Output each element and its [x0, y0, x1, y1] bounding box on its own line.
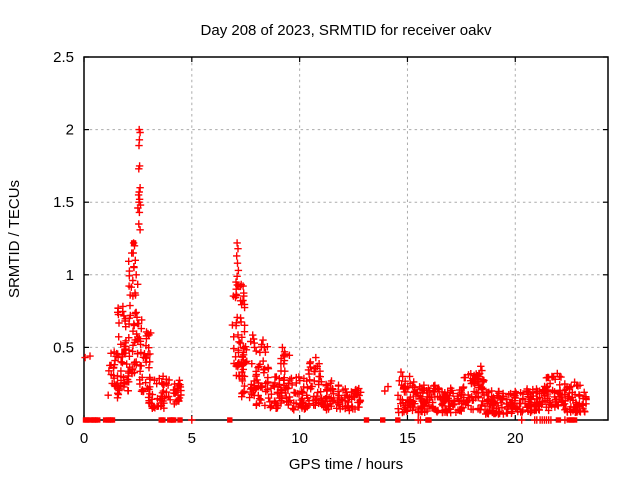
square-marker — [171, 417, 177, 423]
grid-lines — [84, 57, 608, 420]
axis-tick-labels: 0 5 10 15 20 0 0.5 1 1.5 2 2.5 — [53, 49, 523, 447]
square-marker — [380, 417, 386, 423]
x-tick-label: 0 — [80, 430, 88, 447]
square-marker — [130, 240, 137, 246]
square-marker — [177, 417, 183, 423]
square-marker — [363, 417, 370, 423]
square-marker — [95, 417, 101, 423]
x-tick-label: 15 — [399, 430, 416, 447]
x-tick-label: 10 — [291, 430, 308, 447]
square-marker — [555, 417, 562, 423]
square-marker — [121, 349, 127, 355]
square-marker — [569, 417, 575, 423]
plus-markers — [81, 125, 590, 424]
square-marker — [109, 417, 116, 423]
scatter-points — [81, 125, 590, 424]
y-tick-label: 2.5 — [53, 49, 74, 66]
y-tick-label: 0 — [66, 412, 74, 429]
plot-border — [83, 56, 609, 421]
y-tick-label: 0.5 — [53, 339, 74, 356]
chart-title: Day 208 of 2023, SRMTID for receiver oak… — [201, 22, 492, 39]
x-tick-label: 5 — [188, 430, 196, 447]
square-marker — [160, 417, 166, 423]
square-marker — [87, 417, 94, 423]
y-axis-label: SRMTID / TECUs — [6, 180, 23, 298]
square-marker — [571, 417, 578, 423]
square-marker — [84, 417, 90, 423]
y-tick-label: 1.5 — [53, 194, 74, 211]
square-marker — [426, 417, 432, 423]
y-tick-label: 1 — [66, 267, 74, 284]
y-tick-label: 2 — [66, 122, 74, 139]
square-marker — [395, 417, 401, 423]
square-marker — [227, 417, 233, 423]
x-tick-label: 20 — [507, 430, 524, 447]
x-axis-label: GPS time / hours — [289, 456, 403, 473]
